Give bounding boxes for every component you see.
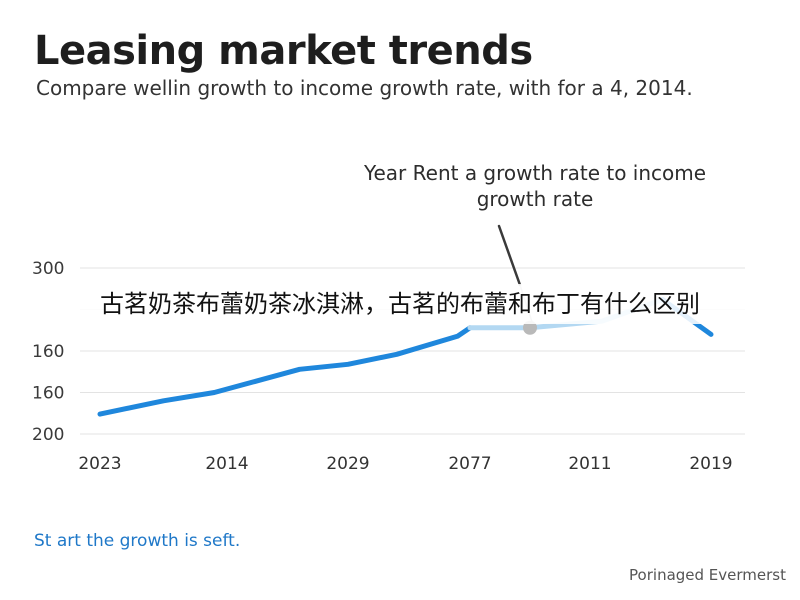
y-tick-label: 200 — [32, 425, 64, 445]
chart-subtitle: Compare wellin growth to income growth r… — [36, 76, 693, 100]
source-credit: Porinaged Evermerst — [629, 566, 786, 584]
x-tick-label: 2023 — [78, 454, 121, 474]
x-tick-label: 2014 — [205, 454, 248, 474]
marker-layer — [523, 320, 537, 335]
series-line — [97, 325, 473, 417]
y-tick-label: 300 — [32, 259, 64, 279]
y-tick-label: 160 — [32, 342, 64, 362]
x-axis-labels: 2023 2014 2029 2077 2011 2019 — [78, 454, 732, 474]
data-point-marker — [523, 320, 537, 335]
chart-footnote: St art the growth is seft. — [34, 531, 241, 551]
x-tick-label: 2029 — [326, 454, 369, 474]
chart-annotation: Year Rent a growth rate to income growth… — [363, 161, 707, 211]
overlay-caption: 古茗奶茶布蕾奶茶冰淇淋，古茗的布蕾和布丁有什么区别 — [0, 284, 800, 324]
annotation-pointer — [497, 224, 522, 287]
x-tick-label: 2019 — [689, 454, 732, 474]
y-axis-labels: 300 160 160 200 — [32, 259, 64, 445]
x-tick-label: 2077 — [448, 454, 491, 474]
x-tick-label: 2011 — [568, 454, 611, 474]
y-tick-label: 160 — [32, 384, 64, 404]
chart-title: Leasing market trends — [34, 28, 533, 74]
